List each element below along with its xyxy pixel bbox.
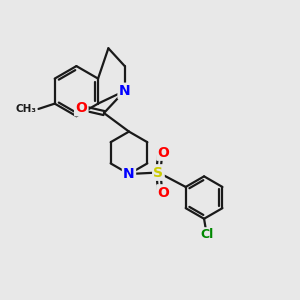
Text: O: O <box>158 146 169 160</box>
Text: N: N <box>123 167 135 181</box>
Text: CH₃: CH₃ <box>15 104 36 114</box>
Text: N: N <box>119 84 130 98</box>
Text: Cl: Cl <box>200 228 214 242</box>
Text: S: S <box>153 166 164 179</box>
Text: O: O <box>75 101 87 115</box>
Text: O: O <box>158 185 169 200</box>
